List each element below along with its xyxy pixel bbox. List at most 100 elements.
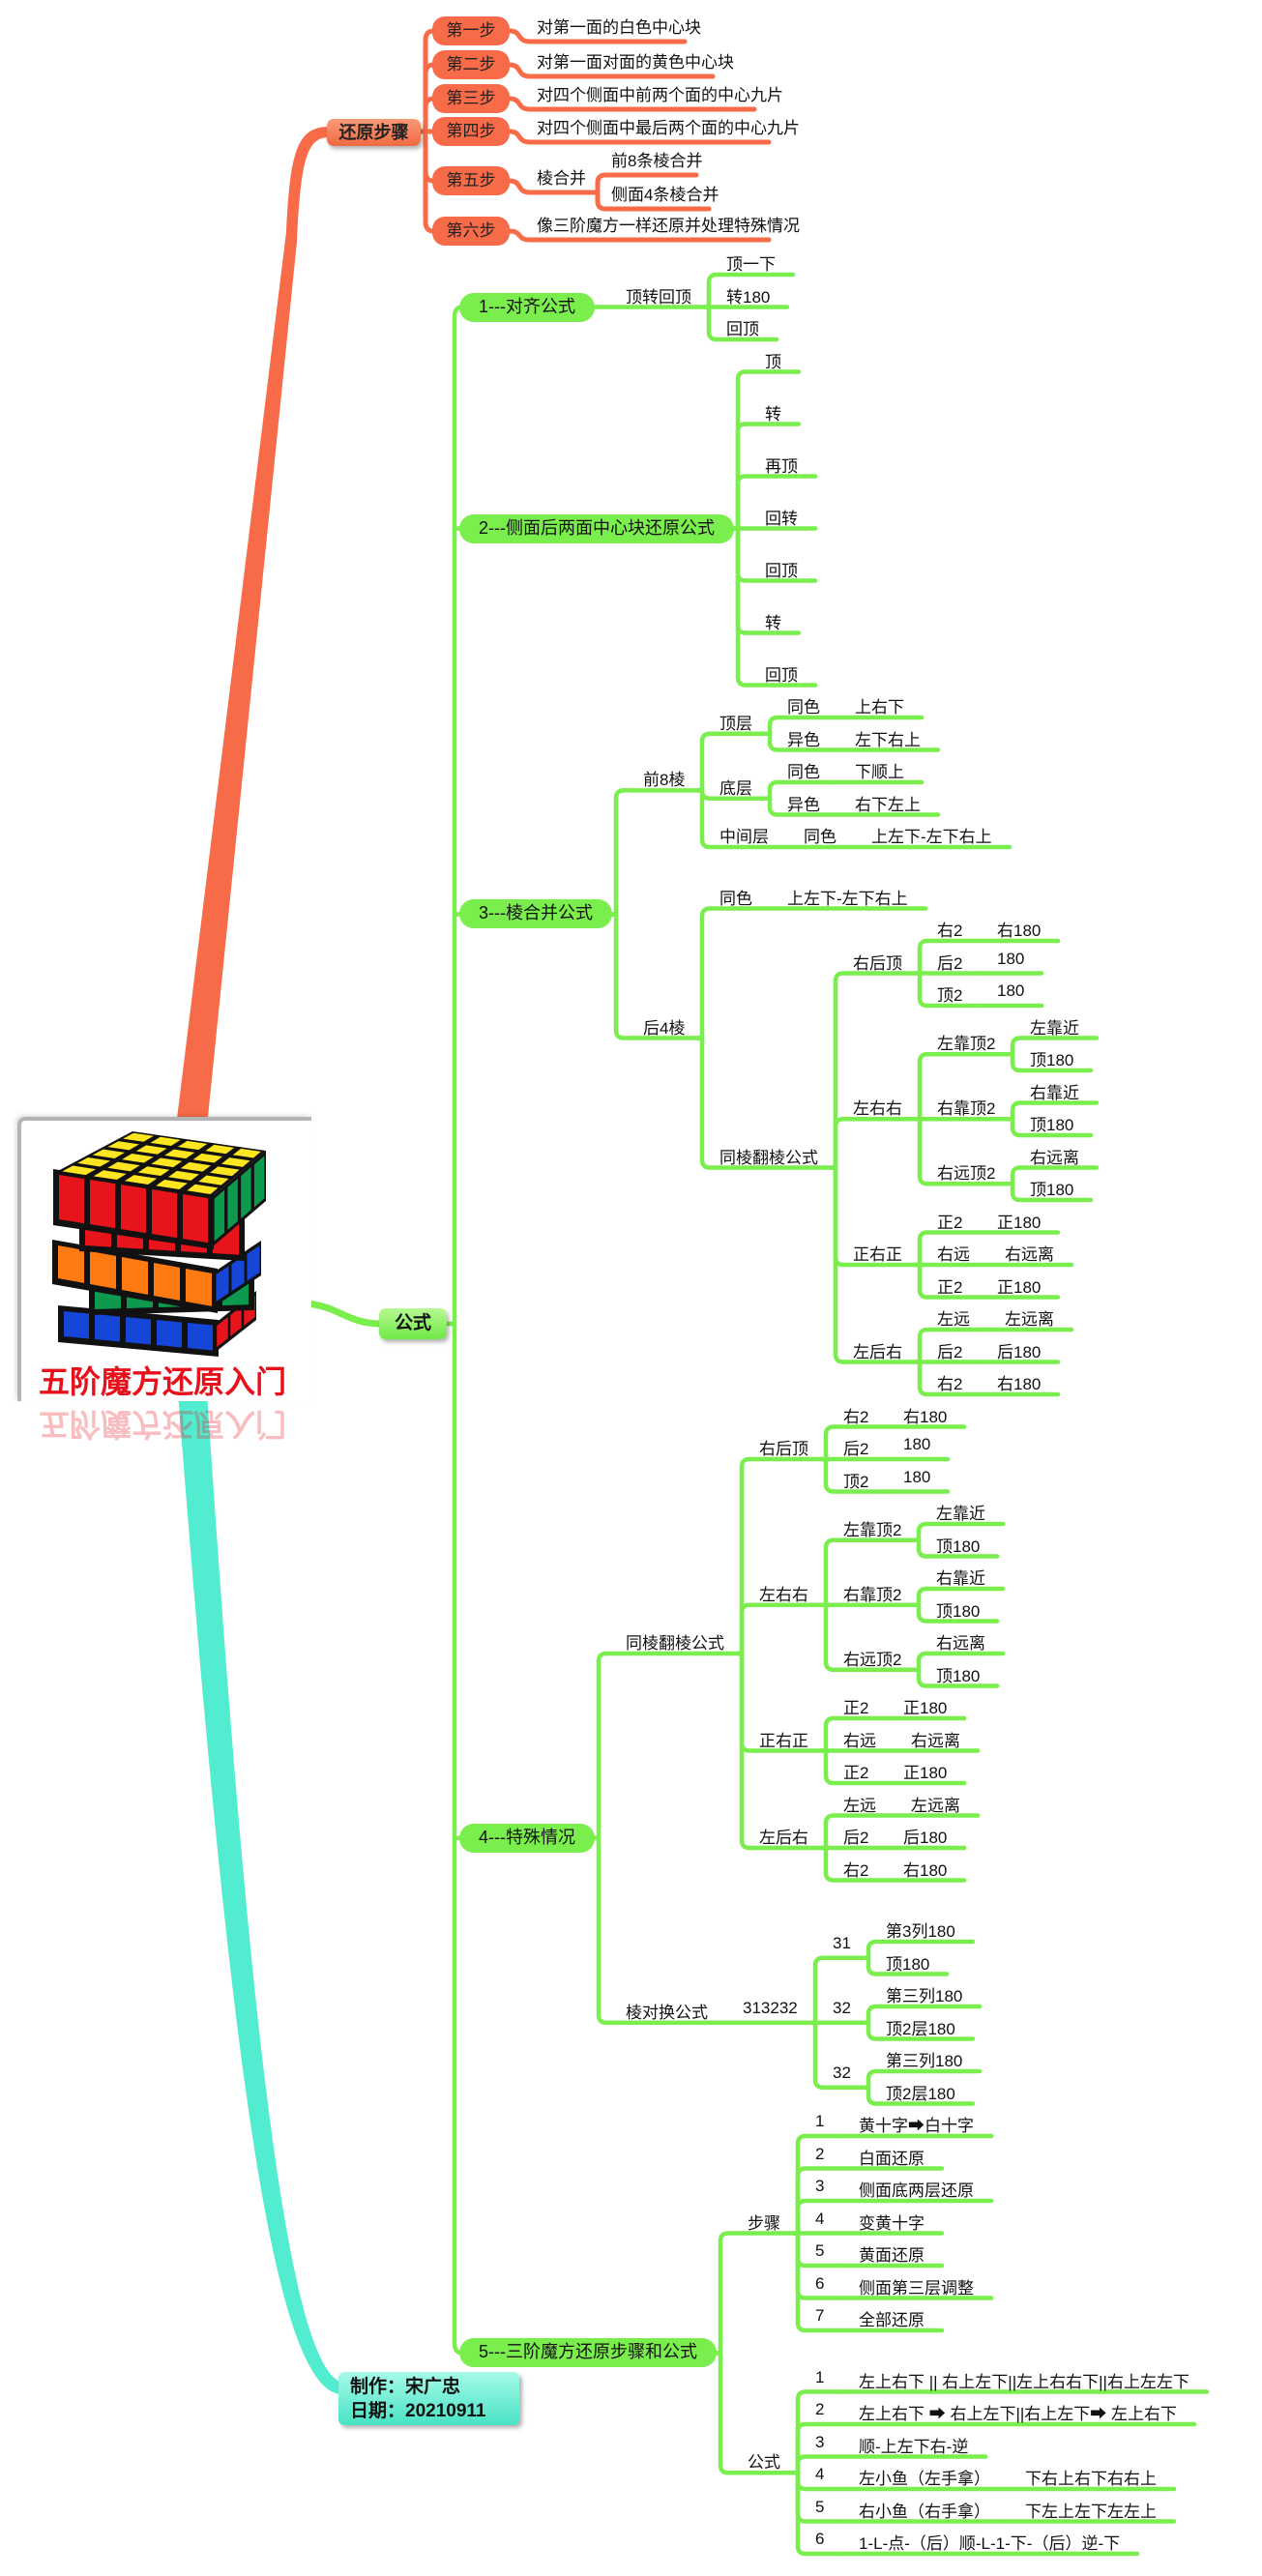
connector-line — [1006, 1100, 1100, 1122]
branch-topic: 3 — [815, 2177, 825, 2195]
cube-facet — [77, 1157, 111, 1167]
leaf-topic: 右远离 — [1030, 1148, 1079, 1167]
connector-line — [862, 2004, 983, 2025]
cube-facet — [205, 1144, 235, 1155]
leaf-topic: 左上右下 || 右上左下||左上右右下||右上左左下 — [859, 2372, 1189, 2391]
connector-line — [791, 2471, 840, 2557]
leaf-topic: 右180 — [903, 1860, 948, 1880]
cube-facet — [253, 1156, 265, 1208]
step-2-label: 第二步 — [432, 50, 510, 79]
leaf-topic: 右靠近 — [936, 1569, 985, 1588]
step-5-label: 第五步 — [432, 166, 510, 195]
leaf-topic: 回顶 — [765, 561, 798, 580]
branch-topic: 右2 — [937, 1375, 963, 1393]
root-title-reflection: 五阶魔方还原入门 — [39, 1407, 287, 1442]
connector-line — [731, 422, 802, 531]
leaf-topic: 右远离 — [911, 1731, 960, 1750]
branch-topic: 3 — [815, 2432, 825, 2451]
connector-line — [819, 1602, 918, 1672]
branch-topic: 右靠顶2 — [843, 1585, 902, 1604]
connector-line — [731, 526, 818, 688]
branch-topic: 左小鱼（左手拿） — [859, 2470, 990, 2488]
leaf-topic: 顶一下 — [726, 255, 776, 274]
branch-topic: 左右右 — [853, 1099, 902, 1119]
leaf-topic: 正180 — [903, 1699, 948, 1717]
leaf-topic: 第3列180 — [886, 1922, 955, 1941]
connector-line — [735, 1456, 825, 1656]
leaf-topic: 变黄十字 — [859, 2213, 924, 2233]
cube-facet — [180, 1161, 211, 1172]
branch-topic: 同色 — [787, 698, 820, 717]
steps-branch-topic: 还原步骤 — [327, 119, 421, 146]
leaf-topic: 转 — [765, 404, 781, 424]
cube-facet — [232, 1148, 261, 1158]
cube-side — [213, 1151, 266, 1246]
branch-topic: 正2 — [843, 1764, 869, 1782]
branch-topic: 6 — [815, 2273, 825, 2293]
leaf-topic: 正180 — [903, 1764, 948, 1782]
cube-facet — [123, 1132, 154, 1142]
cube-facet — [62, 1165, 97, 1176]
rubiks-cube-image — [52, 1131, 266, 1357]
connector-line — [609, 912, 701, 1040]
cube-facet — [150, 1136, 181, 1146]
step-6-text: 像三阶魔方一样还原并处理特殊情况 — [537, 217, 800, 235]
branch-topic: 正2 — [937, 1213, 963, 1232]
branch-topic: 右远顶2 — [937, 1164, 996, 1184]
branch-topic: 右远 — [937, 1245, 970, 1264]
branch-topic: 正右正 — [853, 1245, 902, 1264]
connector-line — [791, 2166, 840, 2236]
branch-topic: 左后右 — [759, 1829, 808, 1847]
connector-line — [1006, 1036, 1100, 1057]
connector-line — [829, 1165, 919, 1364]
branch-topic: 右2 — [937, 922, 963, 940]
leaf-topic: 顶180 — [886, 1954, 930, 1974]
step-5-sub-2: 侧面4条棱合并 — [611, 186, 719, 204]
branch-topic: 正右正 — [759, 1731, 808, 1750]
step-6-label: 第六步 — [432, 217, 510, 246]
branch-topic: 左靠顶2 — [843, 1520, 902, 1539]
formula-branch-topic: 公式 — [379, 1308, 447, 1339]
leaf-topic: 顶180 — [1030, 1181, 1074, 1199]
leaf-topic: 白面还原 — [859, 2149, 924, 2168]
branch-topic: 底层 — [719, 778, 752, 798]
branch-topic: 6 — [815, 2530, 825, 2548]
connector-line — [592, 1835, 724, 2025]
cube-facet — [241, 1167, 251, 1219]
branch-topic: 1 — [815, 2112, 825, 2130]
connector-line — [714, 2231, 797, 2356]
section-topic: 5---三阶魔方还原步骤和公式 — [459, 2338, 717, 2368]
leaf-topic: 转180 — [726, 287, 771, 307]
cube-facet — [152, 1189, 177, 1239]
cube-facet — [93, 1170, 127, 1181]
connector-line — [808, 1955, 867, 2025]
connector-line — [912, 1521, 1006, 1542]
section-topic: 3---棱合并公式 — [459, 899, 612, 929]
cube-facet — [167, 1170, 199, 1181]
branch-topic: 左后右 — [853, 1342, 902, 1361]
leaf-topic: 后180 — [997, 1342, 1042, 1361]
leaf-topic: 黄十字➡白十字 — [859, 2117, 974, 2135]
connector-line — [791, 2133, 840, 2236]
leaf-topic: 下左上左下左左上 — [1025, 2502, 1157, 2521]
branch-topic: 7 — [815, 2306, 825, 2325]
cube-facet — [90, 1180, 115, 1229]
leaf-topic: 上左下-左下右上 — [871, 828, 992, 846]
cube-facet — [156, 1179, 188, 1189]
author-info-box: 制作：宋广忠 日期：20210911 — [338, 2372, 519, 2425]
connector-line — [819, 1715, 885, 1753]
branch-topic: 右后顶 — [759, 1440, 808, 1458]
step-2-text: 对第一面对面的黄色中心块 — [537, 53, 734, 72]
connector-line — [819, 1537, 918, 1607]
step-1-text: 对第一面的白色中心块 — [537, 18, 701, 37]
connector-line — [819, 1845, 885, 1883]
branch-topic: 同色 — [719, 889, 752, 908]
branch-topic: 同棱翻棱公式 — [626, 1634, 724, 1653]
branch-topic: 5 — [815, 2497, 825, 2516]
branch-topic: 4 — [815, 2209, 825, 2228]
cube-facet — [164, 1149, 195, 1159]
branch-topic: 后4棱 — [643, 1018, 686, 1038]
leaf-topic: 右180 — [903, 1407, 948, 1426]
branch-topic: 2 — [815, 2144, 825, 2163]
cube-facet — [58, 1245, 84, 1283]
